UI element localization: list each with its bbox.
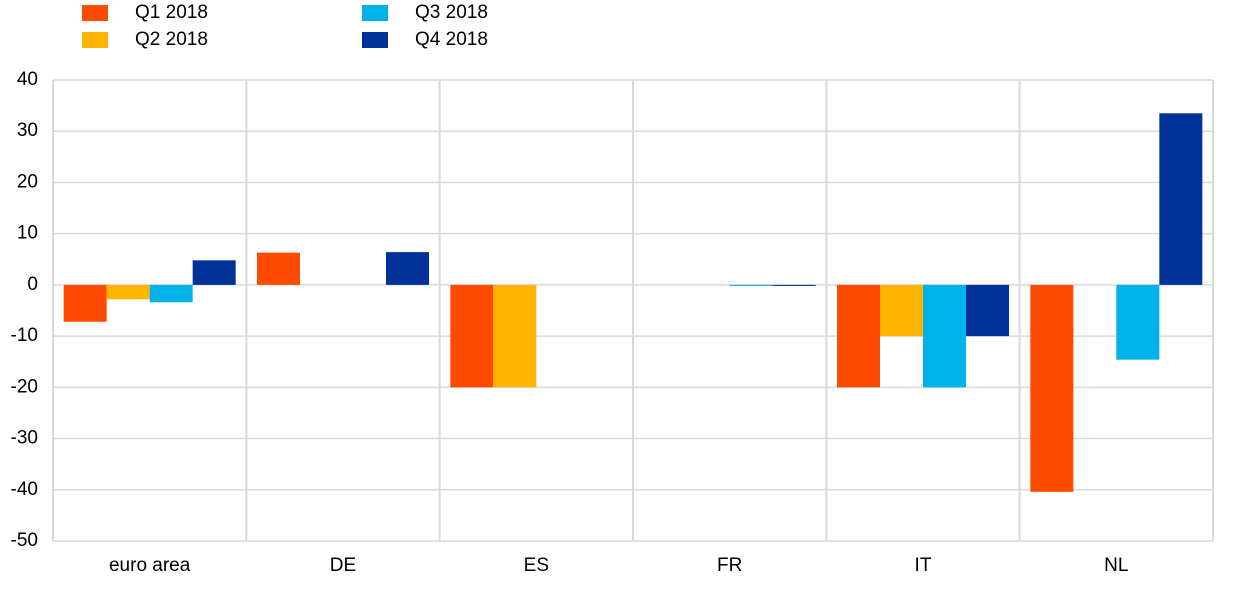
bar: [192, 260, 236, 285]
y-tick-label: -20: [11, 376, 38, 397]
legend-swatch: [82, 32, 108, 48]
y-tick-label: 20: [17, 171, 38, 192]
legend-swatch: [82, 5, 108, 21]
legend-swatch: [362, 32, 388, 48]
legend-label: Q4 2018: [415, 29, 488, 50]
bar: [1116, 284, 1160, 360]
legend-swatch: [362, 5, 388, 21]
x-tick-label: IT: [915, 555, 932, 576]
y-tick-label: 30: [17, 120, 38, 141]
y-tick-label: -40: [11, 479, 38, 500]
legend-label: Q1 2018: [135, 2, 208, 23]
y-tick-label: -30: [11, 428, 38, 449]
bar: [772, 284, 816, 286]
y-tick-label: 0: [27, 274, 38, 295]
bar: [966, 284, 1009, 337]
bar: [880, 284, 923, 337]
bar: [257, 252, 300, 285]
bar: [386, 252, 429, 285]
x-tick-label: euro area: [109, 555, 191, 576]
legend-label: Q2 2018: [135, 29, 208, 50]
x-tick-label: FR: [717, 555, 742, 576]
y-tick-label: -50: [11, 530, 38, 551]
bar: [729, 284, 773, 286]
bar: [923, 284, 966, 388]
bar: [1159, 113, 1203, 285]
bar: [106, 284, 150, 300]
bar: [149, 284, 193, 303]
y-tick-label: -10: [11, 325, 38, 346]
x-tick-label: DE: [330, 555, 356, 576]
legend-label: Q3 2018: [415, 2, 488, 23]
bar: [493, 284, 537, 388]
y-tick-label: 40: [17, 69, 38, 90]
y-tick-label: 10: [17, 223, 38, 244]
x-tick-label: NL: [1104, 555, 1128, 576]
bar: [63, 284, 107, 322]
bar: [1030, 284, 1074, 492]
x-tick-label: ES: [524, 555, 549, 576]
bar: [450, 284, 494, 388]
bar: [837, 284, 880, 388]
